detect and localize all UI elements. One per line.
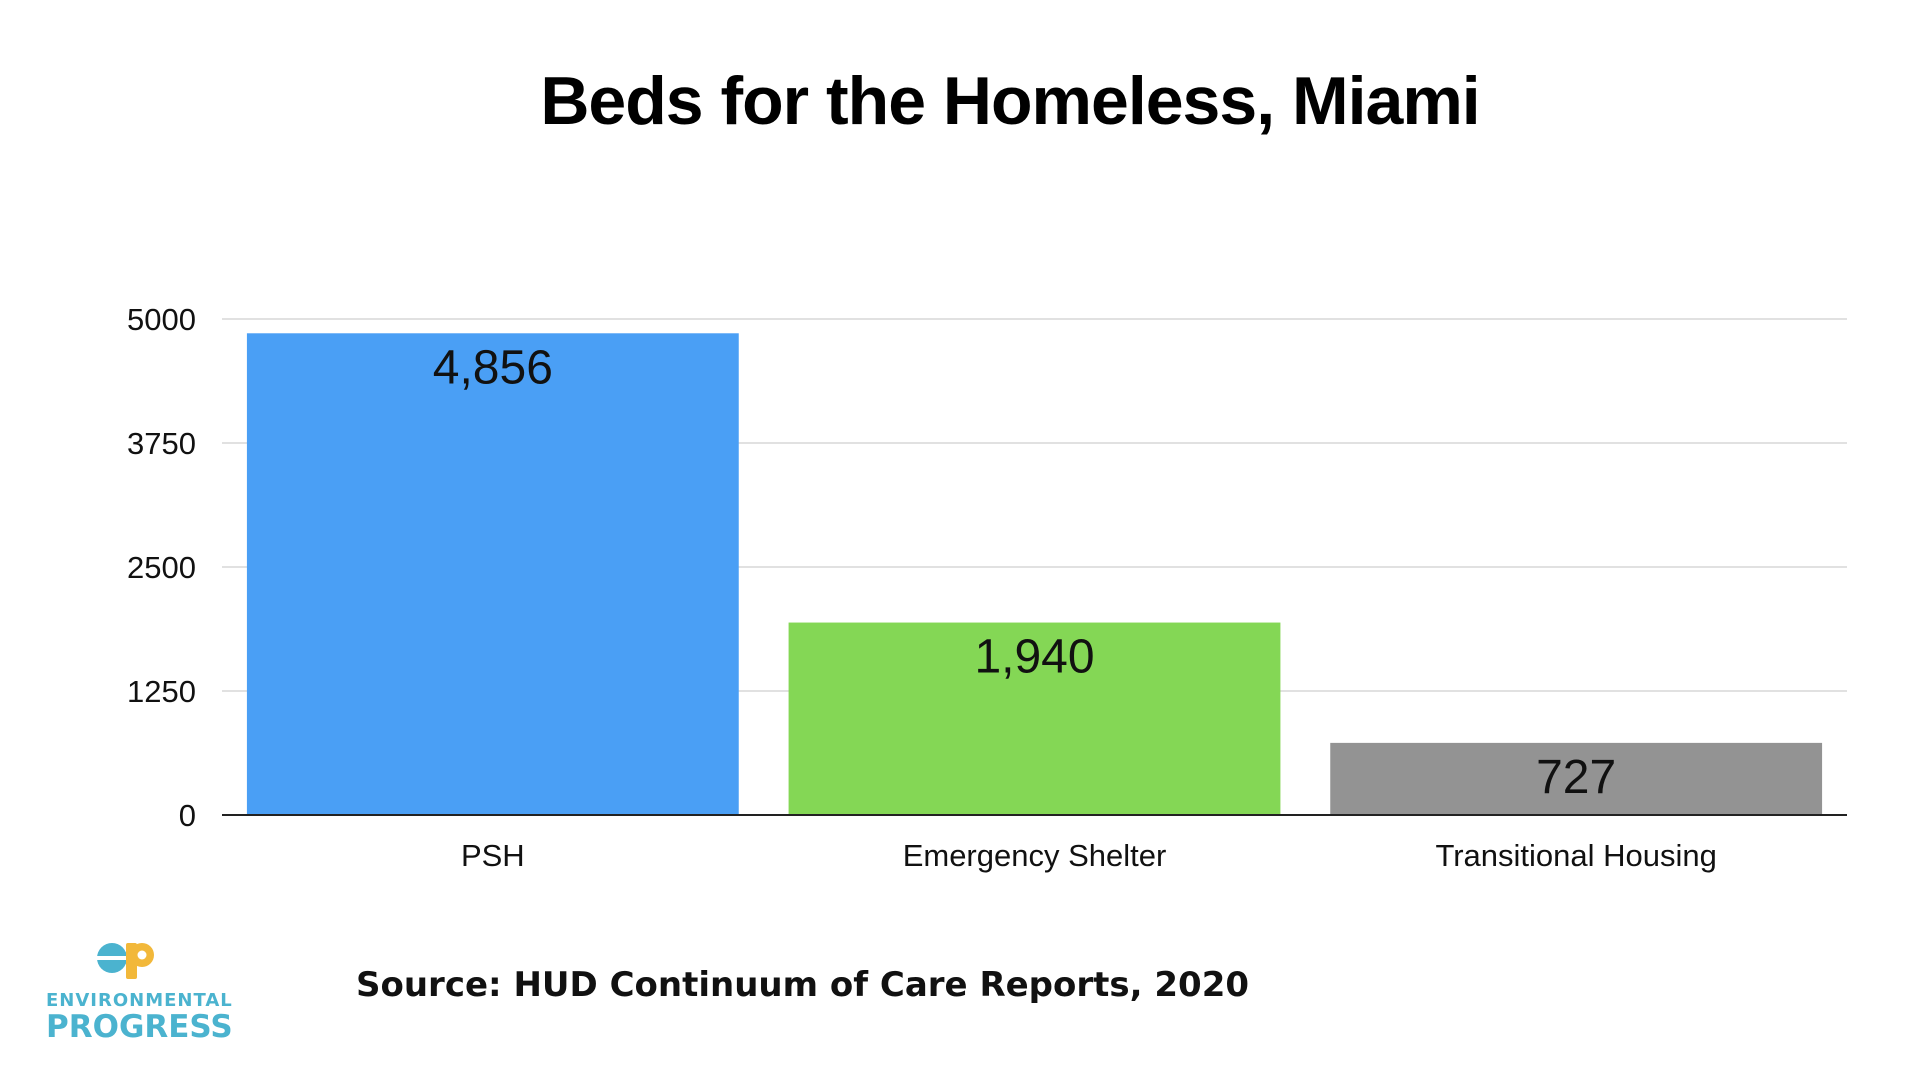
- y-tick-label: 2500: [127, 550, 196, 585]
- y-tick-label: 3750: [127, 426, 196, 461]
- bar: [1330, 742, 1823, 815]
- x-tick-label: Emergency Shelter: [903, 838, 1167, 873]
- x-tick-label: PSH: [461, 838, 525, 873]
- bar-chart: 0 1250 2500 3750 5000 4,856 PSH 1,940 Emergency …: [127, 302, 1847, 873]
- bar: [788, 622, 1281, 815]
- bar: [246, 333, 739, 815]
- source-note: Source: HUD Continuum of Care Reports, 2…: [356, 965, 1250, 1005]
- x-tick-label: Transitional Housing: [1435, 838, 1716, 873]
- data-label: 1,940: [974, 631, 1094, 684]
- y-tick-label: 0: [179, 798, 196, 833]
- chart-title: Beds for the Homeless, Miami: [540, 63, 1480, 139]
- logo-text-progress: PROGRESS: [46, 1009, 233, 1045]
- data-label: 727: [1536, 751, 1616, 804]
- y-tick-label: 5000: [127, 302, 196, 337]
- data-label: 4,856: [433, 341, 553, 394]
- logo-text-environmental: ENVIRONMENTAL: [46, 990, 233, 1011]
- ep-logo-icon: [97, 943, 154, 979]
- environmental-progress-logo: ENVIRONMENTAL PROGRESS: [46, 935, 233, 1050]
- y-tick-label: 1250: [127, 674, 196, 709]
